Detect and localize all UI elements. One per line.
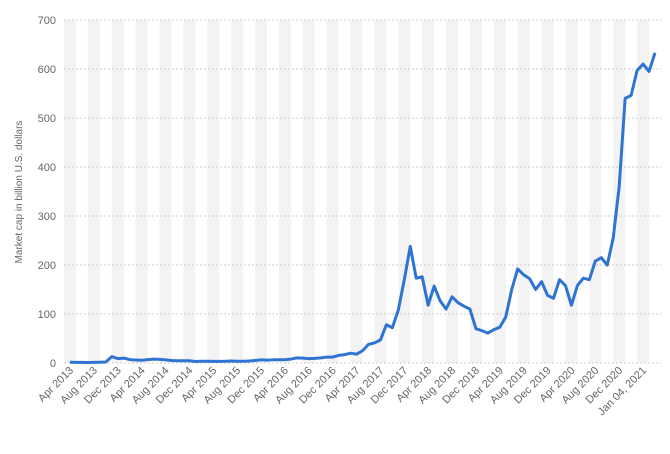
band <box>374 20 387 363</box>
band <box>278 20 291 363</box>
band <box>446 20 459 363</box>
band <box>541 20 554 363</box>
line <box>69 52 657 365</box>
band <box>326 20 339 363</box>
y-tick-label: 0 <box>50 358 56 370</box>
band <box>111 20 124 363</box>
band <box>422 20 435 363</box>
band <box>159 20 172 363</box>
y-tick-label: 700 <box>38 15 56 27</box>
band <box>64 20 76 363</box>
band <box>398 20 411 363</box>
band <box>183 20 196 363</box>
y-tick-label: 100 <box>38 309 56 321</box>
band <box>517 20 530 363</box>
band <box>493 20 506 363</box>
band <box>589 20 602 363</box>
y-tick-label: 400 <box>38 162 56 174</box>
band <box>350 20 363 363</box>
band <box>255 20 267 363</box>
y-tick-label: 300 <box>38 211 56 223</box>
band <box>565 20 578 363</box>
band <box>135 20 148 363</box>
band <box>207 20 220 363</box>
band <box>87 20 100 363</box>
y-tick-label: 600 <box>38 64 56 76</box>
y-axis-label: Market cap in billion U.S. dollars <box>14 121 25 264</box>
band <box>302 20 315 363</box>
band <box>231 20 244 363</box>
band <box>637 20 650 363</box>
y-tick-label: 200 <box>38 260 56 272</box>
band <box>469 20 482 363</box>
y-tick-label: 500 <box>38 113 56 125</box>
